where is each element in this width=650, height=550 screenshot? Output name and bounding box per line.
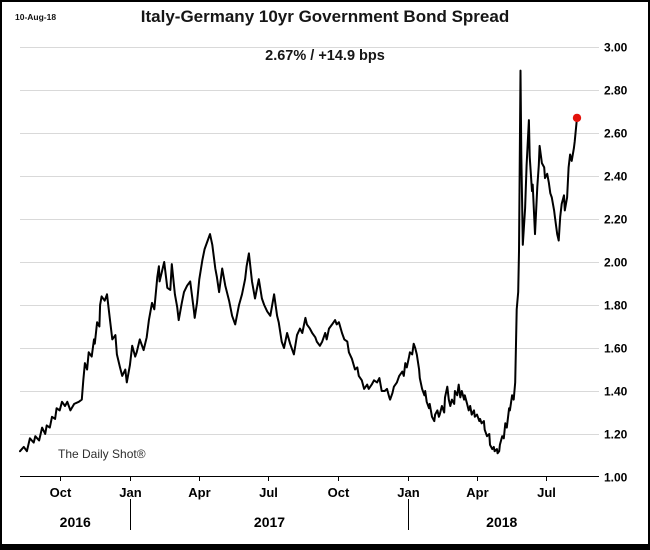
spread-line-series [19, 69, 578, 455]
x-axis-month-label: Jan [119, 485, 141, 500]
current-value-subtitle: 2.67% / +14.9 bps [265, 48, 385, 64]
y-axis-tick-label: 1.60 [604, 342, 628, 356]
x-axis-month-label: Jul [537, 485, 556, 500]
x-axis-month-label: Oct [328, 485, 350, 500]
year-label: 2018 [486, 514, 517, 530]
y-axis-tick-label: 2.00 [604, 256, 628, 270]
daily-shot-watermark: The Daily Shot® [58, 447, 146, 461]
y-axis-tick-label: 2.40 [604, 170, 628, 184]
date-stamp: 10-Aug-18 [15, 12, 57, 22]
year-label: 2016 [60, 514, 91, 530]
y-axis-tick-label: 1.00 [604, 471, 628, 485]
latest-value-marker [572, 113, 582, 123]
x-axis-month-label: Oct [50, 485, 72, 500]
y-axis-tick-label: 2.20 [604, 213, 628, 227]
x-axis-month-label: Jul [259, 485, 278, 500]
x-axis-month-label: Apr [188, 485, 210, 500]
y-axis-tick-label: 2.80 [604, 84, 628, 98]
y-axis-tick-label: 1.20 [604, 428, 628, 442]
x-axis-month-label: Jan [397, 485, 419, 500]
x-axis-month-label: Apr [466, 485, 488, 500]
year-label: 2017 [254, 514, 285, 530]
y-axis-tick-label: 2.60 [604, 127, 628, 141]
y-axis-tick-label: 1.40 [604, 385, 628, 399]
y-axis-tick-label: 3.00 [604, 41, 628, 55]
chart-title: Italy-Germany 10yr Government Bond Sprea… [140, 7, 510, 26]
y-axis-tick-label: 1.80 [604, 299, 628, 313]
